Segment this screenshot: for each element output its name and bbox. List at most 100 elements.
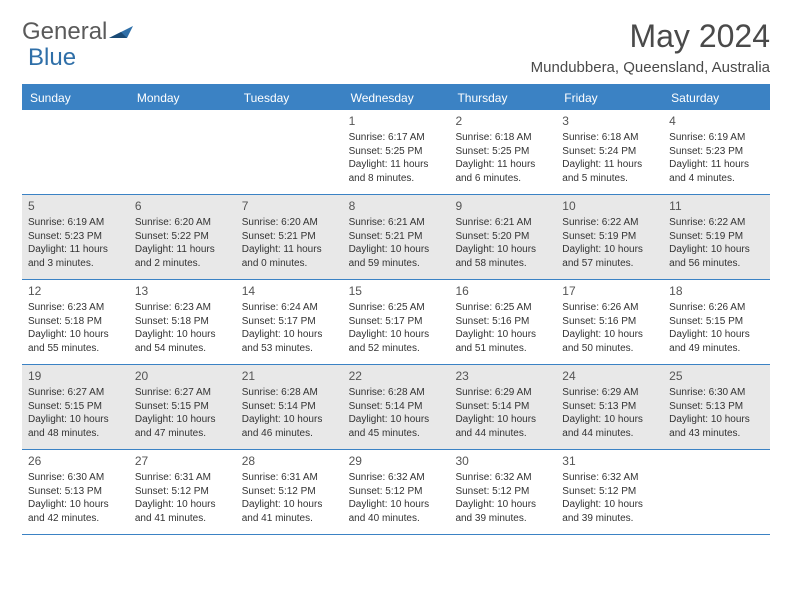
day-number: 24 [562, 368, 657, 384]
day-number: 28 [242, 453, 337, 469]
day-number: 2 [455, 113, 550, 129]
day-info: Sunrise: 6:30 AMSunset: 5:13 PMDaylight:… [28, 471, 123, 525]
day-number: 3 [562, 113, 657, 129]
day-info: Sunrise: 6:32 AMSunset: 5:12 PMDaylight:… [562, 471, 657, 525]
day-cell: 9Sunrise: 6:21 AMSunset: 5:20 PMDaylight… [449, 195, 556, 279]
day-cell: 30 Sunrise: 6:32 AMSunset: 5:12 PMDayligh… [449, 450, 556, 534]
day-cell: 1 Sunrise: 6:17 AMSunset: 5:25 PMDaylight… [343, 110, 450, 194]
day-info: Sunrise: 6:21 AMSunset: 5:21 PMDaylight:… [349, 216, 444, 270]
day-number: 8 [349, 198, 444, 214]
day-cell: 11 Sunrise: 6:22 AMSunset: 5:19 PMDayligh… [663, 195, 770, 279]
day-number: 30 [455, 453, 550, 469]
day-cell: 8 Sunrise: 6:21 AMSunset: 5:21 PMDaylight… [343, 195, 450, 279]
day-info: Sunrise: 6:29 AMSunset: 5:14 PMDaylight:… [455, 386, 550, 440]
day-info: Sunrise: 6:18 AMSunset: 5:25 PMDaylight:… [455, 131, 550, 185]
day-cell: 25 Sunrise: 6:30 AMSunset: 5:13 PMDayligh… [663, 365, 770, 449]
day-info: Sunrise: 6:28 AMSunset: 5:14 PMDaylight:… [242, 386, 337, 440]
day-number: 17 [562, 283, 657, 299]
calendar: SundayMondayTuesdayWednesdayThursdayFrid… [22, 84, 770, 535]
day-header: Saturday [663, 86, 770, 110]
month-title: May 2024 [531, 18, 770, 55]
day-info: Sunrise: 6:22 AMSunset: 5:19 PMDaylight:… [669, 216, 764, 270]
day-number: 21 [242, 368, 337, 384]
day-cell: 18 Sunrise: 6:26 AMSunset: 5:15 PMDayligh… [663, 280, 770, 364]
day-cell: 31 Sunrise: 6:32 AMSunset: 5:12 PMDayligh… [556, 450, 663, 534]
day-number: 22 [349, 368, 444, 384]
day-info: Sunrise: 6:28 AMSunset: 5:14 PMDaylight:… [349, 386, 444, 440]
day-header: Friday [556, 86, 663, 110]
day-number: 11 [669, 198, 764, 214]
day-cell: 5Sunrise: 6:19 AMSunset: 5:23 PMDaylight… [22, 195, 129, 279]
title-block: May 2024 Mundubbera, Queensland, Austral… [531, 18, 770, 76]
day-info: Sunrise: 6:17 AMSunset: 5:25 PMDaylight:… [349, 131, 444, 185]
day-number: 12 [28, 283, 123, 299]
day-number: 7 [242, 198, 337, 214]
day-cell: 29 Sunrise: 6:32 AMSunset: 5:12 PMDayligh… [343, 450, 450, 534]
day-info: Sunrise: 6:30 AMSunset: 5:13 PMDaylight:… [669, 386, 764, 440]
day-number: 10 [562, 198, 657, 214]
day-cell: 2 Sunrise: 6:18 AMSunset: 5:25 PMDaylight… [449, 110, 556, 194]
day-info: Sunrise: 6:22 AMSunset: 5:19 PMDaylight:… [562, 216, 657, 270]
day-cell: 19Sunrise: 6:27 AMSunset: 5:15 PMDayligh… [22, 365, 129, 449]
day-info: Sunrise: 6:23 AMSunset: 5:18 PMDaylight:… [28, 301, 123, 355]
day-cell: 21 Sunrise: 6:28 AMSunset: 5:14 PMDayligh… [236, 365, 343, 449]
day-header: Thursday [449, 86, 556, 110]
day-info: Sunrise: 6:20 AMSunset: 5:21 PMDaylight:… [242, 216, 337, 270]
week-row: 26 Sunrise: 6:30 AMSunset: 5:13 PMDayligh… [22, 450, 770, 535]
day-number: 5 [28, 198, 123, 214]
day-number: 6 [135, 198, 230, 214]
day-info: Sunrise: 6:27 AMSunset: 5:15 PMDaylight:… [135, 386, 230, 440]
day-cell: 10 Sunrise: 6:22 AMSunset: 5:19 PMDayligh… [556, 195, 663, 279]
day-number: 4 [669, 113, 764, 129]
day-cell: 26 Sunrise: 6:30 AMSunset: 5:13 PMDayligh… [22, 450, 129, 534]
day-cell: 20Sunrise: 6:27 AMSunset: 5:15 PMDayligh… [129, 365, 236, 449]
empty-cell [22, 110, 129, 194]
day-info: Sunrise: 6:18 AMSunset: 5:24 PMDaylight:… [562, 131, 657, 185]
day-info: Sunrise: 6:20 AMSunset: 5:22 PMDaylight:… [135, 216, 230, 270]
day-info: Sunrise: 6:23 AMSunset: 5:18 PMDaylight:… [135, 301, 230, 355]
day-info: Sunrise: 6:25 AMSunset: 5:16 PMDaylight:… [455, 301, 550, 355]
week-row: 5Sunrise: 6:19 AMSunset: 5:23 PMDaylight… [22, 195, 770, 280]
day-number: 23 [455, 368, 550, 384]
logo-text-blue: Blue [28, 44, 76, 71]
day-info: Sunrise: 6:27 AMSunset: 5:15 PMDaylight:… [28, 386, 123, 440]
day-cell: 17 Sunrise: 6:26 AMSunset: 5:16 PMDayligh… [556, 280, 663, 364]
day-info: Sunrise: 6:29 AMSunset: 5:13 PMDaylight:… [562, 386, 657, 440]
day-cell: 13Sunrise: 6:23 AMSunset: 5:18 PMDayligh… [129, 280, 236, 364]
logo-text-general: General [22, 18, 107, 46]
empty-cell [663, 450, 770, 534]
day-cell: 7 Sunrise: 6:20 AMSunset: 5:21 PMDaylight… [236, 195, 343, 279]
logo-text-blue-wrap: Blue [28, 44, 76, 72]
day-info: Sunrise: 6:32 AMSunset: 5:12 PMDaylight:… [349, 471, 444, 525]
day-info: Sunrise: 6:26 AMSunset: 5:16 PMDaylight:… [562, 301, 657, 355]
day-info: Sunrise: 6:31 AMSunset: 5:12 PMDaylight:… [135, 471, 230, 525]
day-number: 25 [669, 368, 764, 384]
day-header: Tuesday [236, 86, 343, 110]
day-number: 29 [349, 453, 444, 469]
empty-cell [236, 110, 343, 194]
day-info: Sunrise: 6:21 AMSunset: 5:20 PMDaylight:… [455, 216, 550, 270]
day-cell: 3 Sunrise: 6:18 AMSunset: 5:24 PMDaylight… [556, 110, 663, 194]
day-number: 18 [669, 283, 764, 299]
day-info: Sunrise: 6:26 AMSunset: 5:15 PMDaylight:… [669, 301, 764, 355]
day-number: 27 [135, 453, 230, 469]
day-number: 26 [28, 453, 123, 469]
logo-arrow-icon [109, 20, 135, 45]
day-cell: 23 Sunrise: 6:29 AMSunset: 5:14 PMDayligh… [449, 365, 556, 449]
day-info: Sunrise: 6:32 AMSunset: 5:12 PMDaylight:… [455, 471, 550, 525]
empty-cell [129, 110, 236, 194]
day-cell: 27 Sunrise: 6:31 AMSunset: 5:12 PMDayligh… [129, 450, 236, 534]
day-number: 1 [349, 113, 444, 129]
day-info: Sunrise: 6:25 AMSunset: 5:17 PMDaylight:… [349, 301, 444, 355]
day-header: Wednesday [343, 86, 450, 110]
day-number: 16 [455, 283, 550, 299]
day-info: Sunrise: 6:24 AMSunset: 5:17 PMDaylight:… [242, 301, 337, 355]
day-cell: 16 Sunrise: 6:25 AMSunset: 5:16 PMDayligh… [449, 280, 556, 364]
week-row: 19Sunrise: 6:27 AMSunset: 5:15 PMDayligh… [22, 365, 770, 450]
day-header: Monday [129, 86, 236, 110]
location-text: Mundubbera, Queensland, Australia [531, 59, 770, 76]
day-number: 31 [562, 453, 657, 469]
day-header: Sunday [22, 86, 129, 110]
day-number: 15 [349, 283, 444, 299]
week-row: 12 Sunrise: 6:23 AMSunset: 5:18 PMDayligh… [22, 280, 770, 365]
